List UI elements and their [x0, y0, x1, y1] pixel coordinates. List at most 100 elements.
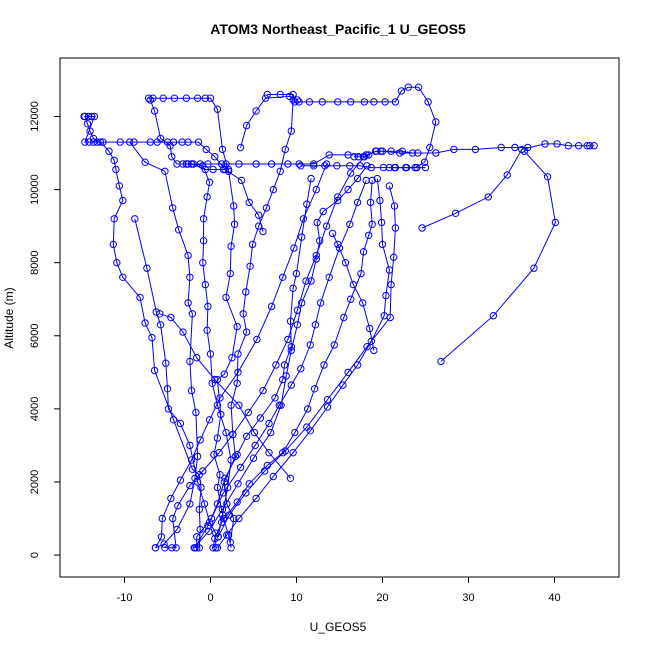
- data-point: [184, 299, 192, 307]
- data-point: [312, 185, 320, 194]
- data-point: [164, 405, 173, 413]
- data-point: [320, 361, 328, 369]
- data-point: [182, 160, 191, 168]
- data-point: [564, 142, 572, 150]
- y-axis-label: Altitude (m): [2, 287, 16, 348]
- data-point: [289, 449, 297, 457]
- data-point: [249, 454, 258, 462]
- data-point: [357, 269, 365, 278]
- data-point: [227, 544, 235, 552]
- data-point: [223, 531, 231, 539]
- data-point: [248, 240, 257, 249]
- data-point: [386, 313, 394, 322]
- data-point: [367, 163, 375, 172]
- data-point: [353, 174, 362, 183]
- data-point: [437, 357, 445, 366]
- data-point: [371, 147, 380, 155]
- data-point: [261, 467, 269, 475]
- data-point: [368, 176, 376, 185]
- data-point: [262, 204, 271, 212]
- data-point: [195, 505, 204, 514]
- data-point: [242, 328, 251, 336]
- data-point: [236, 463, 245, 472]
- data-point: [284, 160, 292, 168]
- data-point: [267, 428, 275, 437]
- data-point: [220, 478, 229, 486]
- data-point: [230, 514, 238, 523]
- data-point: [193, 94, 202, 102]
- data-point: [322, 222, 331, 230]
- data-point: [143, 264, 151, 272]
- data-point: [186, 273, 194, 281]
- data-point: [218, 145, 227, 154]
- data-point: [287, 381, 295, 389]
- y-tick-label: 8000: [29, 250, 41, 274]
- series-line: [194, 178, 312, 549]
- data-point: [382, 291, 390, 300]
- flight-profile-series: [131, 215, 220, 552]
- data-point: [201, 94, 210, 102]
- data-point: [245, 198, 253, 207]
- data-point: [205, 416, 214, 424]
- data-point: [230, 202, 238, 210]
- data-point: [365, 151, 373, 159]
- data-point: [421, 163, 430, 172]
- data-point: [346, 220, 354, 229]
- x-tick-label: 0: [207, 592, 213, 604]
- data-point: [205, 527, 213, 535]
- data-point: [158, 514, 167, 523]
- data-point: [250, 428, 259, 437]
- data-point: [223, 500, 231, 508]
- flight-profile-series: [236, 92, 302, 152]
- data-point: [228, 354, 236, 362]
- data-point: [279, 273, 287, 281]
- data-point: [414, 83, 423, 91]
- data-point: [424, 98, 432, 106]
- data-point: [365, 324, 374, 333]
- data-point: [291, 428, 299, 437]
- data-point: [418, 224, 426, 232]
- data-point: [184, 138, 192, 146]
- data-point: [214, 533, 222, 541]
- data-point: [199, 259, 207, 267]
- data-point: [144, 94, 153, 102]
- data-point: [306, 341, 314, 349]
- x-tick-label: 20: [376, 592, 388, 604]
- data-point: [197, 483, 205, 492]
- data-point: [219, 165, 228, 174]
- data-point: [141, 319, 149, 327]
- data-point: [126, 138, 134, 146]
- data-point: [381, 98, 389, 106]
- data-point: [276, 167, 284, 176]
- data-point: [265, 449, 273, 457]
- data-point: [408, 149, 417, 157]
- data-point: [115, 182, 124, 190]
- data-point: [323, 396, 332, 404]
- flight-profile-series: [146, 96, 235, 541]
- flight-profile-series: [209, 176, 376, 552]
- data-point: [169, 514, 177, 523]
- data-point: [184, 251, 192, 260]
- data-point: [304, 405, 312, 413]
- data-point: [285, 92, 294, 101]
- data-point: [245, 480, 253, 488]
- data-point: [187, 386, 196, 395]
- data-point: [359, 299, 367, 307]
- data-point: [432, 149, 440, 157]
- data-point: [130, 138, 138, 146]
- data-point: [334, 193, 342, 201]
- flight-profile-series: [80, 112, 267, 236]
- data-point: [284, 335, 292, 344]
- data-point: [543, 173, 552, 181]
- data-point: [373, 174, 381, 183]
- data-point: [378, 240, 387, 249]
- data-point: [339, 381, 347, 389]
- data-point: [187, 456, 196, 464]
- data-point: [199, 237, 208, 245]
- data-point: [292, 269, 301, 278]
- data-point: [206, 350, 215, 358]
- data-point: [222, 428, 230, 437]
- data-point: [489, 312, 498, 320]
- data-point: [376, 196, 384, 205]
- data-point: [310, 162, 318, 170]
